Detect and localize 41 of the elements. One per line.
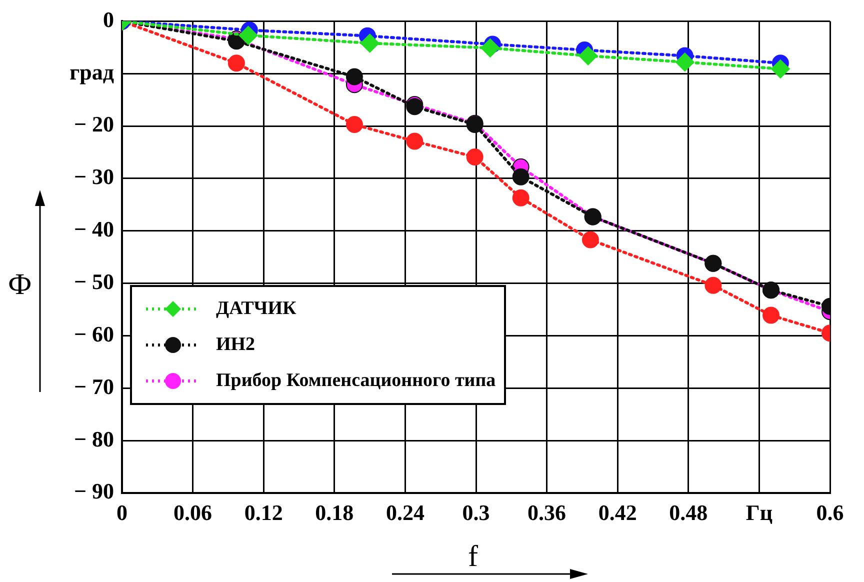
point [466, 148, 484, 166]
x-tick-label: 0.24 [386, 500, 424, 525]
y-tick-label: 0 [103, 6, 114, 32]
point [228, 54, 245, 72]
point [675, 52, 694, 72]
y-tick-label: град [70, 59, 114, 84]
y-tick-label: − 70 [74, 374, 114, 399]
x-tick-label: 0.36 [528, 500, 566, 525]
point [762, 306, 780, 324]
point [704, 276, 722, 294]
y-tick-label: − 50 [74, 269, 114, 294]
legend-label: ДАТЧИК [216, 298, 296, 320]
point [480, 38, 500, 58]
point [346, 116, 363, 133]
legend-label: ИН2 [216, 334, 256, 356]
point [578, 46, 598, 66]
x-axis-title: f [468, 540, 478, 574]
y-tick-label: − 20 [74, 112, 114, 137]
y-tick-label: − 40 [74, 216, 114, 242]
x-tick-label: Гц [746, 500, 773, 525]
point [512, 189, 530, 206]
point [238, 26, 258, 45]
x-tick-label: 0.3 [462, 500, 490, 525]
point [770, 59, 790, 78]
x-tick-label: 0.12 [244, 500, 283, 525]
x-tick-label: 0.06 [174, 500, 212, 525]
y-tick-label: − 90 [74, 478, 114, 504]
point [360, 34, 380, 53]
y-axis-title: Ф [8, 268, 32, 302]
point [346, 68, 363, 86]
y-tick-label: − 60 [74, 321, 114, 346]
x-tick-label: 0.6 [816, 500, 844, 525]
legend-label: Прибор Компенсационного типа [216, 370, 496, 392]
point [512, 168, 530, 186]
x-tick-label: 0.18 [315, 500, 354, 525]
point [406, 132, 424, 150]
x-tick-label: 0.42 [598, 500, 637, 525]
y-tick-label: − 30 [74, 164, 114, 190]
y-tick-label: − 80 [74, 426, 114, 452]
x-tick-label: 0.48 [669, 500, 708, 525]
point [582, 231, 599, 248]
